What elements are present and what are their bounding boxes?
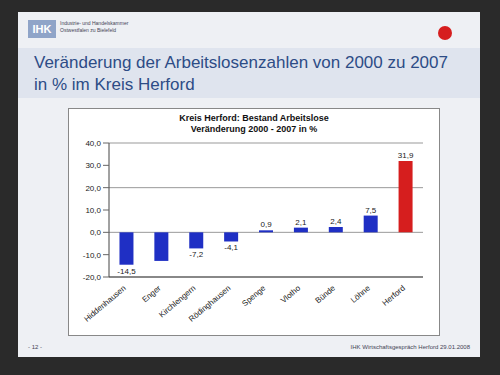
- svg-text:40,0: 40,0: [85, 139, 101, 148]
- svg-text:20,0: 20,0: [85, 184, 101, 193]
- svg-text:-14,5: -14,5: [117, 267, 136, 276]
- html-text:Veränderung 2000 - 2007 in %: Veränderung 2000 - 2007 in %: [190, 124, 318, 134]
- svg-text:Enger: Enger: [140, 283, 162, 304]
- svg-text:30,0: 30,0: [85, 161, 101, 170]
- svg-text:Kirchlengern: Kirchlengern: [157, 283, 198, 320]
- svg-text:2,4: 2,4: [330, 217, 342, 226]
- svg-text:Rödinghausen: Rödinghausen: [187, 284, 232, 324]
- svg-text:7,5: 7,5: [365, 206, 377, 215]
- svg-text:2,1: 2,1: [295, 218, 307, 227]
- svg-text:Spenge: Spenge: [240, 283, 267, 308]
- svg-text:0,0: 0,0: [90, 228, 102, 237]
- svg-text:-4,1: -4,1: [224, 243, 238, 252]
- svg-text:0,9: 0,9: [260, 220, 272, 229]
- html-text:IHK: IHK: [32, 23, 52, 35]
- html-text:- 12 -: - 12 -: [28, 344, 42, 350]
- svg-text:Vlotho: Vlotho: [279, 283, 303, 305]
- svg-text:Löhne: Löhne: [349, 283, 372, 305]
- svg-text:Herford: Herford: [381, 284, 407, 308]
- svg-text:31,9: 31,9: [398, 151, 414, 160]
- svg-text:-20,0: -20,0: [83, 273, 102, 282]
- svg-text:Hiddenhausen: Hiddenhausen: [82, 284, 127, 324]
- svg-text:10,0: 10,0: [85, 206, 101, 215]
- html-text:Industrie- und Handelskammer O: Industrie- und Handelskammer Ostwestfale…: [60, 20, 129, 33]
- html-text:IHK Wirtschaftsgespräch Herfor: IHK Wirtschaftsgespräch Herford 29.01.20…: [350, 344, 470, 350]
- html-text:Kreis Herford: Bestand Arbeits: Kreis Herford: Bestand Arbeitslose: [179, 113, 329, 123]
- svg-text:-10,0: -10,0: [83, 251, 102, 260]
- svg-text:Bünde: Bünde: [314, 283, 338, 305]
- svg-text:-7,2: -7,2: [189, 250, 203, 259]
- html-text:Veränderung der Arbeitslosenza: Veränderung der Arbeitslosenzahlen von 2…: [34, 53, 448, 94]
